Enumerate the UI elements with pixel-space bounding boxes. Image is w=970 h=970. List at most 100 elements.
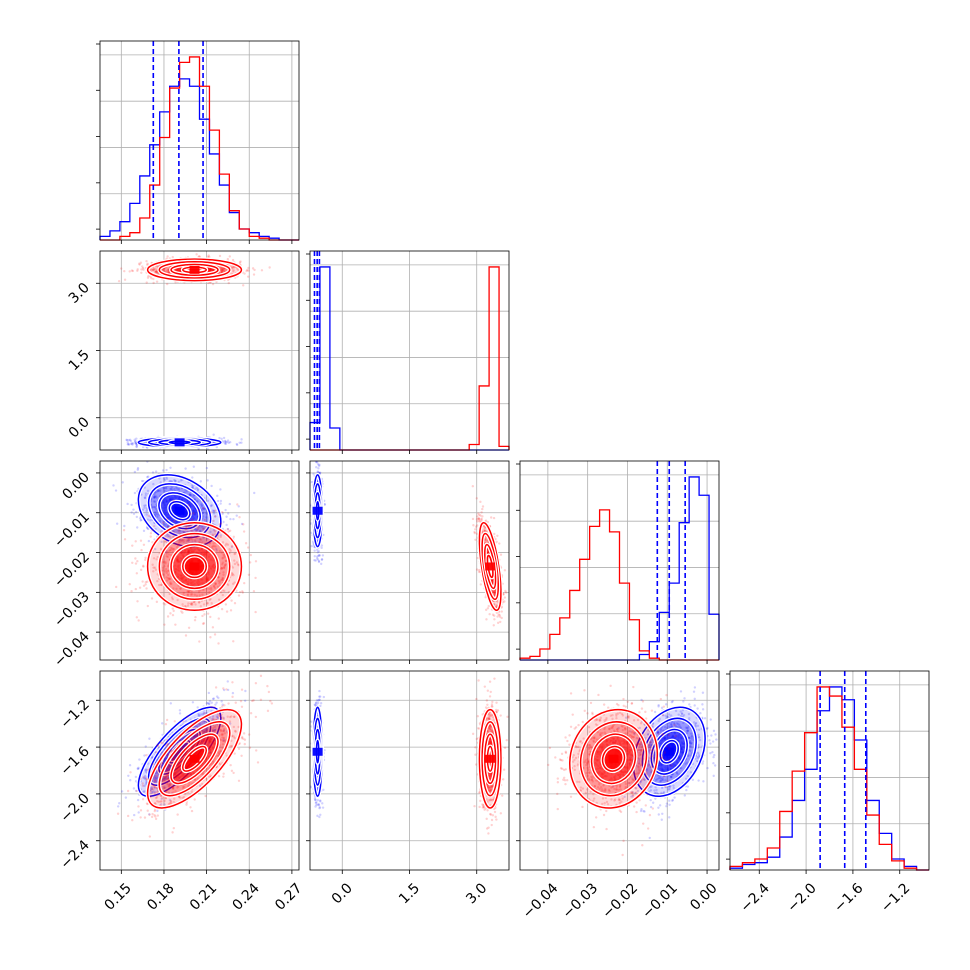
sample-point (211, 533, 215, 536)
sample-point (197, 255, 201, 258)
sample-point (212, 584, 216, 588)
sample-point (190, 603, 193, 606)
sample-point (217, 534, 220, 537)
sample-point (146, 604, 150, 608)
sample-point (488, 612, 491, 616)
sample-point (221, 556, 225, 559)
sample-point (154, 507, 158, 511)
sample-point (220, 579, 223, 582)
sample-point (191, 538, 194, 541)
sample-point (221, 577, 225, 580)
sample-point (179, 540, 182, 543)
sample-point (246, 275, 250, 278)
sample-point (165, 533, 169, 537)
sample-point (121, 481, 124, 484)
sample-point (126, 502, 129, 506)
sample-point (236, 503, 239, 506)
sample-point (136, 268, 139, 271)
sample-point (205, 466, 209, 470)
sample-point (135, 437, 138, 440)
sample-point (146, 262, 149, 265)
sample-point (222, 436, 226, 440)
density-red (471, 484, 508, 627)
sample-point (194, 603, 197, 606)
sample-point (169, 487, 173, 491)
sample-point (143, 496, 147, 499)
sample-point (186, 594, 189, 597)
sample-point (157, 489, 160, 493)
sample-point (209, 530, 212, 534)
sample-point (233, 562, 237, 566)
sample-point (140, 271, 143, 274)
sample-point (170, 582, 173, 586)
sample-point (151, 268, 155, 271)
sample-point (226, 583, 230, 587)
sample-point (130, 590, 133, 593)
sample-point (493, 591, 497, 595)
sample-point (227, 530, 230, 533)
sample-point (164, 603, 167, 606)
sample-point (168, 577, 171, 580)
sample-point (478, 519, 481, 522)
sample-point (185, 524, 189, 528)
sample-point (225, 515, 228, 518)
sample-point (219, 591, 223, 594)
sample-point (117, 279, 121, 283)
sample-point (187, 539, 190, 542)
sample-point (191, 485, 195, 488)
sample-point (201, 507, 205, 510)
sample-point (226, 439, 230, 442)
sample-point (231, 572, 234, 576)
sample-point (223, 269, 227, 272)
sample-point (202, 527, 205, 530)
sample-point (168, 549, 171, 553)
sample-point (220, 567, 223, 570)
sample-point (165, 552, 168, 556)
sample-point (206, 601, 209, 605)
sample-point (189, 512, 192, 516)
sample-point (209, 636, 212, 639)
sample-point (152, 524, 156, 528)
contour-line (182, 554, 208, 579)
sample-point (143, 506, 146, 509)
sample-point (166, 569, 169, 573)
sample-point (152, 281, 155, 285)
sample-point (146, 580, 149, 583)
sample-point (475, 497, 478, 500)
sample-point (196, 527, 200, 530)
sample-point (156, 489, 160, 492)
sample-point (227, 512, 230, 515)
density-red (117, 253, 271, 287)
sample-point (173, 519, 176, 523)
sample-point (153, 495, 156, 498)
sample-point (221, 593, 225, 597)
sample-point (229, 517, 232, 521)
sample-point (214, 583, 217, 586)
sample-point (496, 534, 499, 537)
sample-point (231, 582, 235, 586)
sample-point (123, 278, 127, 281)
sample-point (216, 494, 219, 498)
sample-point (486, 607, 490, 610)
sample-point (206, 499, 210, 503)
sample-point (190, 529, 193, 533)
sample-point (318, 554, 321, 557)
sample-point (114, 585, 118, 589)
sample-point (227, 441, 231, 445)
sample-point (159, 530, 163, 533)
sample-point (312, 472, 315, 475)
sample-point (142, 529, 146, 533)
sample-point (202, 536, 205, 539)
sample-point (316, 461, 319, 464)
sample-point (268, 266, 271, 269)
sample-point (223, 564, 226, 568)
sample-point (141, 265, 144, 268)
sample-point (221, 578, 224, 581)
sample-point (167, 270, 171, 274)
sample-point (138, 263, 141, 266)
sample-point (114, 489, 118, 492)
diag-panel-1 (306, 250, 510, 454)
sample-point (228, 502, 231, 506)
sample-point (220, 269, 224, 272)
